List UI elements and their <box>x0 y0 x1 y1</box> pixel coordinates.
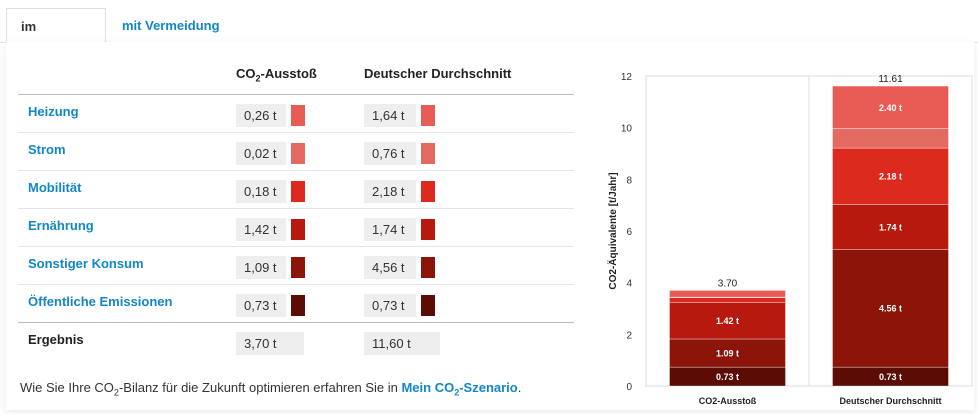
col-header-average: Deutscher Durchschnitt <box>364 66 512 81</box>
own-value: 0,02 t <box>236 142 286 165</box>
bar-segment <box>832 204 949 250</box>
color-swatch <box>291 181 305 202</box>
footer-note: Wie Sie Ihre CO2-Bilanz für die Zukunft … <box>20 380 522 398</box>
color-swatch <box>291 105 305 126</box>
tab-bar: im Vergleich mit Vermeidung <box>0 0 978 69</box>
y-tick-label: 12 <box>621 72 633 83</box>
y-tick-label: 0 <box>626 382 632 393</box>
avg-value: 0,73 t <box>364 294 416 317</box>
bar-segment <box>669 297 786 303</box>
segment-value-label: 2.40 t <box>879 103 902 113</box>
avg-value: 1,74 t <box>364 218 416 241</box>
color-swatch <box>291 219 305 240</box>
own-value: 1,09 t <box>236 256 286 279</box>
row-label-strom[interactable]: Strom <box>28 142 66 157</box>
table-row: Mobilität 0,18 t 2,18 t <box>18 170 574 209</box>
table-row: Öffentliche Emissionen 0,73 t 0,73 t <box>18 284 574 323</box>
result-row: Ergebnis 3,70 t 11,60 t <box>18 322 574 361</box>
segment-value-label: 4.56 t <box>879 304 902 314</box>
row-label-sonstiger-konsum[interactable]: Sonstiger Konsum <box>28 256 144 271</box>
tab-im-vergleich[interactable]: im Vergleich <box>6 8 106 69</box>
color-swatch <box>421 257 435 278</box>
segment-value-label: 0.73 t <box>879 372 902 382</box>
y-tick-label: 10 <box>621 124 633 135</box>
result-label: Ergebnis <box>28 332 84 347</box>
avg-value: 1,64 t <box>364 104 416 127</box>
y-tick-label: 4 <box>626 279 632 290</box>
color-swatch <box>421 295 435 316</box>
color-swatch <box>421 181 435 202</box>
row-label-heizung[interactable]: Heizung <box>28 104 79 119</box>
row-label-ernaehrung[interactable]: Ernährung <box>28 218 94 233</box>
bar-segment <box>832 128 949 149</box>
bar-segment <box>832 249 949 368</box>
table-row: Heizung 0,26 t 1,64 t <box>18 94 574 133</box>
bar-segment <box>669 290 786 298</box>
bar-total-label: 11.61 <box>878 74 903 85</box>
col-header-co2: CO2-Ausstoß <box>236 66 317 84</box>
own-value: 0,18 t <box>236 180 286 203</box>
color-swatch <box>421 143 435 164</box>
color-swatch <box>421 219 435 240</box>
avg-value: 0,76 t <box>364 142 416 165</box>
own-value: 0,26 t <box>236 104 286 127</box>
x-category-label: CO2-Ausstoß <box>699 396 757 406</box>
table-row: Strom 0,02 t 0,76 t <box>18 132 574 171</box>
y-axis-label: CO2-Äquivalente [t/Jahr] <box>606 172 619 289</box>
segment-value-label: 2.18 t <box>879 172 902 182</box>
y-tick-label: 6 <box>626 227 632 238</box>
own-value: 0,73 t <box>236 294 286 317</box>
scenario-link[interactable]: Mein CO2-Szenario <box>401 380 518 398</box>
avg-value: 2,18 t <box>364 180 416 203</box>
row-label-mobilitaet[interactable]: Mobilität <box>28 180 82 195</box>
table-row: Ernährung 1,42 t 1,74 t <box>18 208 574 247</box>
own-value: 1,42 t <box>236 218 286 241</box>
color-swatch <box>291 295 305 316</box>
y-tick-label: 8 <box>626 175 632 186</box>
segment-value-label: 0.73 t <box>716 372 739 382</box>
y-tick-label: 2 <box>626 330 632 341</box>
x-category-label: Deutscher Durchschnitt <box>839 396 941 406</box>
color-swatch <box>291 257 305 278</box>
bar-segment <box>669 302 786 340</box>
bar-segment <box>832 85 949 129</box>
avg-total-value: 11,60 t <box>364 332 440 355</box>
stacked-bar-chart: 0 2 4 6 8 10 12 CO2-Äquivalente [t/Jahr] 0.73 t 1… <box>606 72 973 406</box>
segment-value-label: 1.42 t <box>716 316 739 326</box>
color-swatch <box>291 143 305 164</box>
bar-segment <box>669 338 786 368</box>
avg-value: 4,56 t <box>364 256 416 279</box>
segment-value-label: 1.09 t <box>716 349 739 359</box>
tab-mit-vermeidung[interactable]: mit Vermeidung <box>122 18 220 33</box>
table-row: Sonstiger Konsum 1,09 t 4,56 t <box>18 246 574 285</box>
color-swatch <box>421 105 435 126</box>
segment-value-label: 1.74 t <box>879 222 902 232</box>
own-total-value: 3,70 t <box>236 332 304 355</box>
row-label-oeffentliche-emissionen[interactable]: Öffentliche Emissionen <box>28 294 173 309</box>
bar-total-label: 3.70 <box>718 278 738 289</box>
